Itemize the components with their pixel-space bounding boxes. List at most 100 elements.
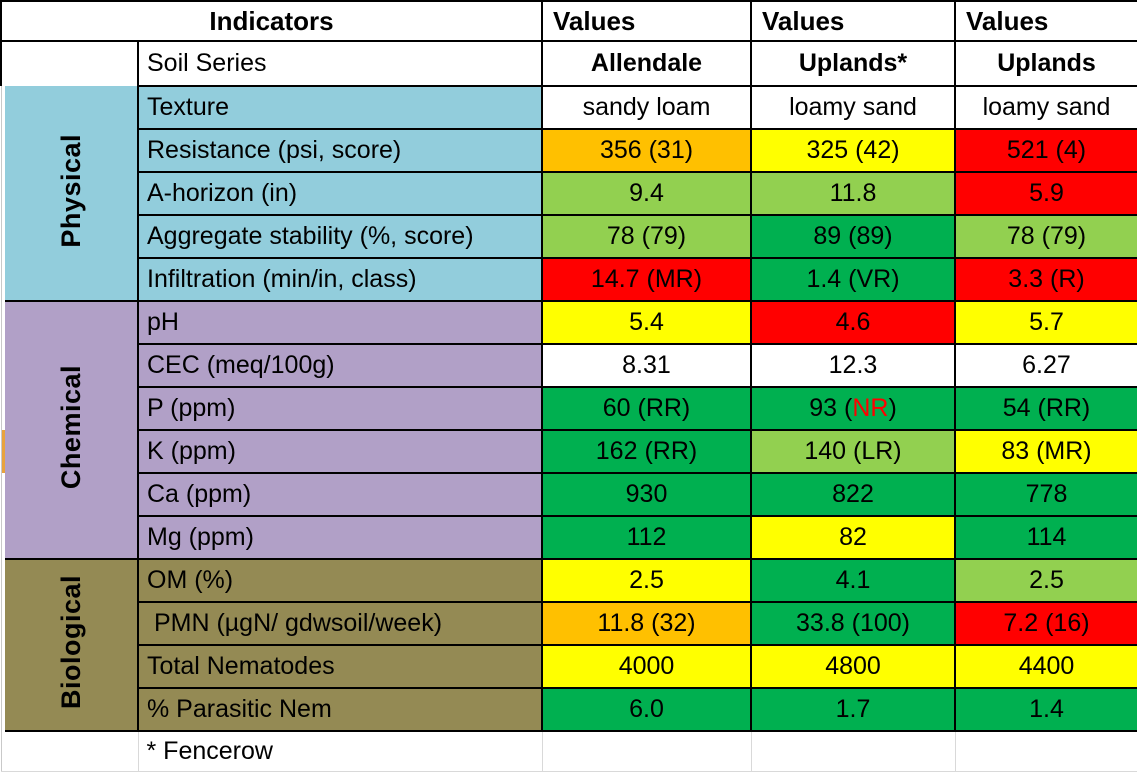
values-header-2: Values — [750, 0, 956, 42]
value-cell: 778 — [954, 472, 1137, 517]
table-row: A-horizon (in) 9.4 11.8 5.9 — [0, 171, 1137, 216]
values-header-3: Values — [954, 0, 1137, 42]
value-cell: 93 (NR) — [750, 386, 956, 431]
empty-corner-cell — [0, 41, 138, 86]
value-cell: loamy sand — [750, 85, 956, 130]
section-label-biological: Biological — [5, 559, 138, 732]
gutter-cell — [0, 86, 5, 129]
footnote-row: * Fencerow — [0, 731, 1137, 772]
gutter-cell — [0, 602, 5, 645]
table-row: P (ppm) 60 (RR) 93 (NR) 54 (RR) — [0, 386, 1137, 431]
values-header-1: Values — [541, 0, 752, 42]
value-cell: 6.0 — [541, 687, 752, 732]
indicator-cell: K (ppm) — [137, 429, 543, 474]
table-row: Mg (ppm) 112 82 114 — [0, 515, 1137, 560]
value-cell: 930 — [541, 472, 752, 517]
section-label-physical: Physical — [5, 86, 138, 302]
gutter-cell — [0, 129, 5, 172]
indicator-cell: Infiltration (min/in, class) — [137, 257, 543, 302]
gutter-cell — [0, 172, 5, 215]
indicator-cell: P (ppm) — [137, 386, 543, 431]
table-row: K (ppm) 162 (RR) 140 (LR) 83 (MR) — [0, 429, 1137, 474]
empty-cell — [5, 731, 139, 772]
value-cell: 11.8 — [750, 171, 956, 216]
soil-series-name-uplands-fencerow: Uplands* — [750, 40, 956, 87]
gutter-cell — [0, 688, 5, 731]
value-cell: 82 — [750, 515, 956, 560]
indicator-cell: % Parasitic Nem — [137, 687, 543, 732]
value-cell: 7.2 (16) — [954, 601, 1137, 646]
table-row: % Parasitic Nem 6.0 1.7 1.4 — [0, 687, 1137, 732]
gutter-cell — [0, 258, 5, 301]
value-cell: 5.9 — [954, 171, 1137, 216]
value-cell: 6.27 — [954, 343, 1137, 388]
value-cell: sandy loam — [541, 85, 752, 130]
value-cell: 114 — [954, 515, 1137, 560]
value-cell: 9.4 — [541, 171, 752, 216]
value-cell: 78 (79) — [954, 214, 1137, 259]
value-cell: 356 (31) — [541, 128, 752, 173]
gutter-cell — [0, 559, 5, 602]
value-cell: 4000 — [541, 644, 752, 689]
gutter-cell — [0, 516, 5, 559]
flagged-value-text: NR — [852, 394, 889, 422]
value-cell: 2.5 — [541, 558, 752, 603]
value-cell: 78 (79) — [541, 214, 752, 259]
indicator-cell: PMN (µgN/ gdwsoil/week) — [137, 601, 543, 646]
value-cell: 521 (4) — [954, 128, 1137, 173]
gutter-cell — [0, 344, 5, 387]
table-row: Infiltration (min/in, class) 14.7 (MR) 1.4… — [0, 257, 1137, 302]
soil-series-label: Soil Series — [137, 40, 543, 87]
value-text: ) — [888, 394, 897, 422]
empty-cell — [751, 731, 956, 772]
value-cell: 822 — [750, 472, 956, 517]
section-label-chemical: Chemical — [5, 301, 138, 560]
indicator-cell: Mg (ppm) — [137, 515, 543, 560]
value-cell: 4400 — [954, 644, 1137, 689]
table-row: Biological OM (%) 2.5 4.1 2.5 — [0, 558, 1137, 732]
indicator-cell: Resistance (psi, score) — [137, 128, 543, 173]
gutter-cell — [0, 387, 5, 430]
value-cell: 4800 — [750, 644, 956, 689]
value-cell: 162 (RR) — [541, 429, 752, 474]
table-row: Resistance (psi, score) 356 (31) 325 (42) 5… — [0, 128, 1137, 173]
soil-series-row: Soil Series Allendale Uplands* Uplands — [0, 40, 1137, 87]
gutter-cell — [0, 215, 5, 258]
section-label-text: Chemical — [55, 365, 86, 490]
section-label-text: Biological — [55, 575, 86, 710]
value-cell: loamy sand — [954, 85, 1137, 130]
indicator-cell: Aggregate stability (%, score) — [137, 214, 543, 259]
value-cell: 1.4 (VR) — [750, 257, 956, 302]
value-cell: 54 (RR) — [954, 386, 1137, 431]
indicator-cell: Ca (ppm) — [137, 472, 543, 517]
header-row: Indicators Values Values Values — [0, 0, 1137, 42]
value-text: 93 ( — [809, 394, 853, 422]
soil-series-name-uplands: Uplands — [954, 40, 1137, 87]
value-cell: 8.31 — [541, 343, 752, 388]
value-cell: 33.8 (100) — [750, 601, 956, 646]
gutter-cell — [0, 473, 5, 516]
value-cell: 89 (89) — [750, 214, 956, 259]
gutter-cell — [0, 430, 5, 473]
table-row: Ca (ppm) 930 822 778 — [0, 472, 1137, 517]
table-row: Physical Texture sandy loam loamy sand loamy… — [0, 85, 1137, 302]
value-cell: 140 (LR) — [750, 429, 956, 474]
indicator-cell: Total Nematodes — [137, 644, 543, 689]
value-cell: 14.7 (MR) — [541, 257, 752, 302]
gutter-cell — [0, 731, 5, 772]
footnote: * Fencerow — [138, 731, 543, 772]
value-cell: 325 (42) — [750, 128, 956, 173]
indicator-cell: CEC (meq/100g) — [137, 343, 543, 388]
empty-cell — [542, 731, 752, 772]
value-cell: 4.1 — [750, 558, 956, 603]
gutter-cell — [0, 645, 5, 688]
value-cell: 1.7 — [750, 687, 956, 732]
empty-cell — [955, 731, 1137, 772]
table-row: Chemical pH 5.4 4.6 5.7 — [0, 300, 1137, 560]
table-row: PMN (µgN/ gdwsoil/week) 11.8 (32) 33.8 (10… — [0, 601, 1137, 646]
value-cell: 83 (MR) — [954, 429, 1137, 474]
table-row: Aggregate stability (%, score) 78 (79) 89 … — [0, 214, 1137, 259]
value-cell: 3.3 (R) — [954, 257, 1137, 302]
soil-series-name-allendale: Allendale — [541, 40, 752, 87]
